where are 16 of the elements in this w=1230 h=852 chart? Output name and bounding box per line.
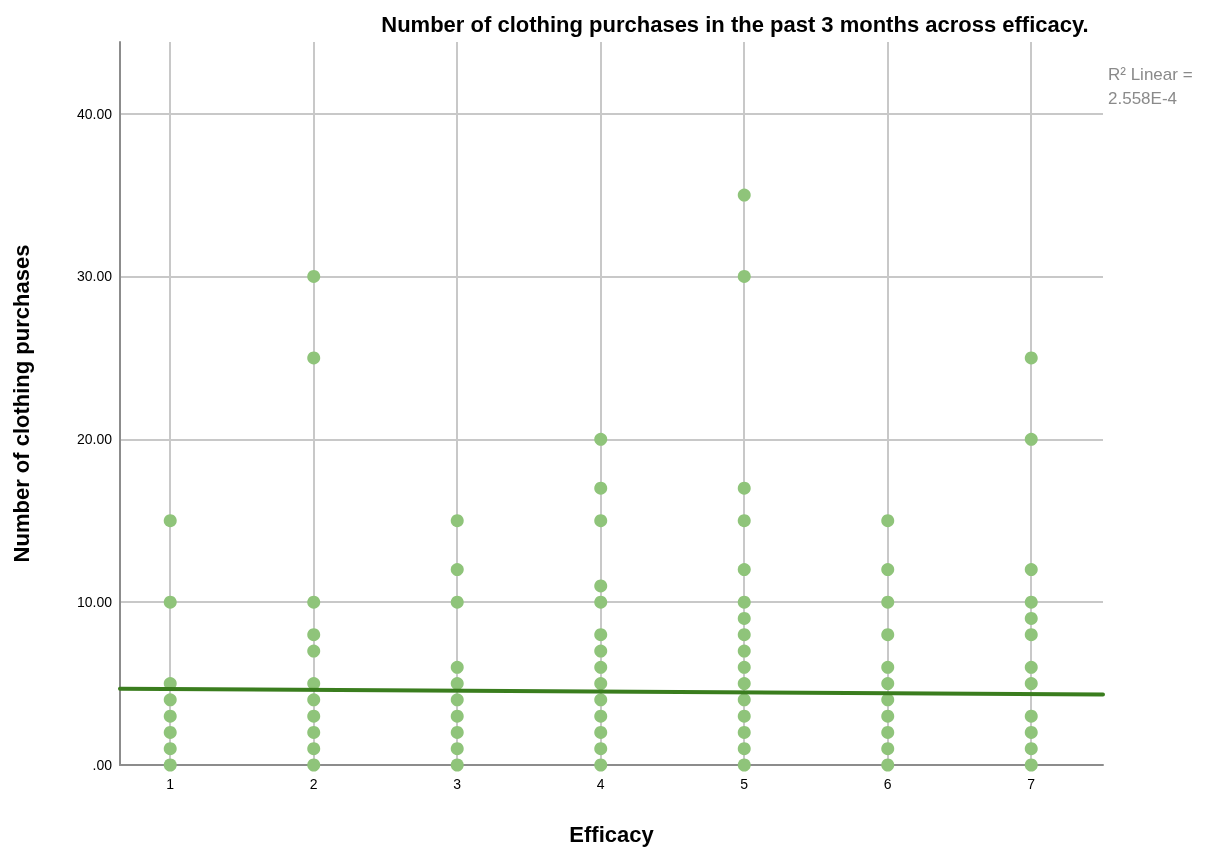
x-tick-label: 5 bbox=[740, 776, 749, 792]
y-tick-label: 40.00 bbox=[76, 105, 113, 122]
y-tick-label: .00 bbox=[92, 757, 113, 773]
x-tick-label: 2 bbox=[309, 776, 318, 792]
x-tick-label: 1 bbox=[166, 776, 175, 792]
x-tick-label: 3 bbox=[453, 776, 462, 792]
y-tick-label: 30.00 bbox=[76, 268, 113, 285]
y-tick-label: 20.00 bbox=[76, 431, 113, 448]
x-axis-title: Efficacy bbox=[569, 821, 655, 847]
text: R² Linear = 2.558E-4 bbox=[1108, 64, 1198, 108]
x-tick-label: 6 bbox=[883, 776, 892, 792]
y-tick-label: 10.00 bbox=[76, 594, 113, 611]
x-tick-label: 4 bbox=[596, 776, 605, 792]
y-axis-title: Number of clothing purchases bbox=[8, 244, 34, 563]
x-tick-label: 7 bbox=[1027, 776, 1036, 792]
chart-title: Number of clothing purchases in the past 3 months across efficacy. bbox=[381, 11, 1089, 37]
